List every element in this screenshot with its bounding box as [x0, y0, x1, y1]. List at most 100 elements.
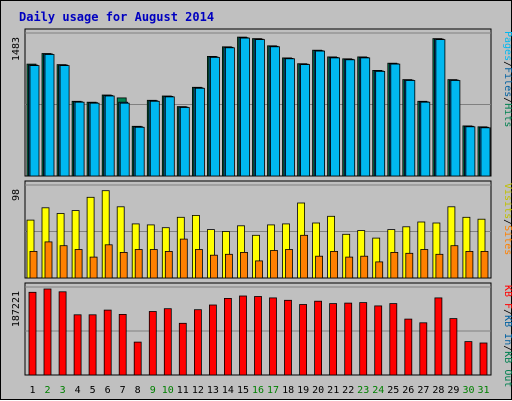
bar-pages-23	[360, 57, 371, 177]
bar-kb-f-26	[404, 318, 413, 376]
bar-kb-f-3	[58, 291, 67, 376]
bar-sites-6	[104, 244, 113, 279]
bar-pages-25	[390, 63, 401, 177]
panel-visits-sites: 98 Visits/Sites	[11, 180, 512, 279]
legend-entry: Visits	[502, 183, 512, 219]
day-label-1: 1	[29, 385, 35, 396]
bar-sites-3	[59, 245, 68, 279]
day-label-20: 20	[312, 385, 324, 396]
bar-sites-18	[285, 249, 293, 279]
day-label-31: 31	[477, 385, 489, 396]
bar-pages-18	[285, 58, 295, 177]
bar-sites-8	[134, 249, 143, 279]
bar-sites-11	[179, 238, 188, 279]
legend-entry: KB Out	[502, 351, 512, 387]
bar-pages-10	[164, 96, 175, 177]
panel-kbytes: 187221 KB F/KB In/KB Out	[11, 282, 512, 387]
bar-pages-11	[179, 107, 190, 177]
legend-entry: /	[502, 61, 512, 67]
bar-pages-8	[134, 126, 145, 177]
bar-pages-2	[44, 54, 55, 177]
bar-kb-f-29	[449, 318, 458, 376]
bar-kb-f-23	[359, 302, 368, 376]
bar-pages-6	[104, 95, 115, 177]
bar-kb-f-24	[374, 305, 383, 376]
bar-kb-f-25	[389, 303, 398, 376]
day-label-6: 6	[105, 385, 111, 396]
bar-kb-f-20	[314, 300, 323, 376]
bar-pages-17	[270, 46, 280, 177]
legend-entry: /	[502, 219, 512, 225]
bar-pages-5	[89, 102, 100, 177]
side-legend: Visits/Sites	[502, 183, 512, 255]
day-label-24: 24	[372, 385, 384, 396]
bar-kb-f-18	[284, 299, 292, 376]
legend-entry: Sites	[502, 225, 512, 255]
day-label-15: 15	[237, 385, 249, 396]
bar-pages-1	[29, 65, 40, 177]
bar-kb-f-4	[73, 314, 82, 376]
y-max-label: 98	[11, 189, 22, 201]
bar-pages-3	[59, 65, 70, 177]
bar-pages-28	[435, 39, 446, 177]
day-label-17: 17	[267, 385, 279, 396]
day-label-4: 4	[75, 385, 81, 396]
bar-kb-f-5	[88, 314, 97, 376]
bar-sites-7	[119, 251, 128, 279]
bar-kb-f-7	[118, 313, 127, 376]
y-max-label: 187221	[11, 291, 22, 327]
day-label-28: 28	[432, 385, 444, 396]
bar-sites-27	[420, 249, 429, 279]
bar-kb-f-14	[223, 297, 232, 376]
bar-pages-4	[74, 101, 85, 177]
y-max-label: 1483	[11, 37, 22, 61]
day-label-29: 29	[447, 385, 459, 396]
bar-kb-f-21	[329, 303, 338, 376]
bar-kb-f-17	[269, 297, 277, 376]
legend-entry: /	[502, 97, 512, 103]
bar-pages-31	[480, 127, 491, 177]
day-label-5: 5	[90, 385, 96, 396]
day-label-7: 7	[120, 385, 126, 396]
day-label-21: 21	[327, 385, 339, 396]
bar-kb-f-9	[148, 311, 157, 376]
day-label-12: 12	[192, 385, 204, 396]
bar-sites-29	[450, 245, 459, 279]
day-label-16: 16	[252, 385, 264, 396]
day-label-10: 10	[162, 385, 174, 396]
bar-sites-10	[164, 250, 173, 279]
bar-sites-24	[375, 261, 384, 279]
bar-sites-19	[300, 234, 309, 279]
bar-pages-13	[209, 57, 220, 177]
bar-pages-22	[345, 59, 356, 177]
bar-pages-19	[300, 64, 311, 177]
bar-sites-4	[74, 249, 83, 279]
bar-kb-f-31	[479, 342, 488, 376]
bar-pages-21	[330, 57, 341, 177]
bar-kb-f-10	[163, 308, 172, 376]
day-label-22: 22	[342, 385, 354, 396]
bar-kb-f-15	[239, 295, 247, 376]
bar-sites-14	[224, 253, 233, 279]
bar-kb-f-27	[419, 322, 428, 376]
bar-sites-2	[44, 241, 53, 279]
day-label-27: 27	[417, 385, 429, 396]
legend-entry: Hits	[502, 103, 512, 127]
bar-kb-f-30	[464, 341, 473, 376]
bar-sites-20	[315, 255, 324, 279]
bar-sites-23	[360, 255, 369, 279]
day-label-11: 11	[177, 385, 189, 396]
bar-pages-7	[119, 102, 130, 177]
bar-pages-26	[405, 80, 416, 177]
side-legend: KB F/KB In/KB Out	[502, 285, 512, 387]
bar-pages-9	[149, 100, 160, 177]
bar-pages-14	[224, 47, 235, 177]
bar-kb-f-13	[208, 304, 217, 376]
day-label-23: 23	[357, 385, 369, 396]
bar-pages-15	[240, 37, 250, 177]
day-label-19: 19	[297, 385, 309, 396]
bar-pages-16	[255, 39, 265, 177]
